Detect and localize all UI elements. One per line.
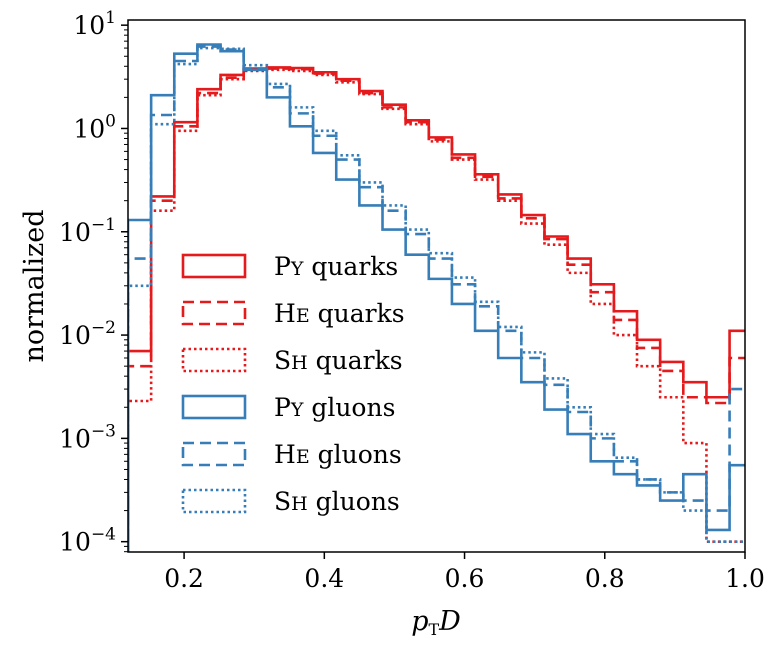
legend-swatch (181, 347, 247, 373)
series-line-5 (128, 45, 745, 552)
legend-swatch (181, 441, 247, 467)
histogram-series (128, 43, 745, 552)
y-tick-label: 10−4 (59, 525, 116, 557)
legend: PY quarks HE quarks SH quarks PY gluons HE g… (181, 252, 405, 516)
plot-frame (127, 19, 746, 553)
legend-label: SH gluons (274, 487, 400, 516)
legend-entry-3: SH quarks (181, 346, 403, 375)
x-tick-label: 0.8 (585, 564, 625, 593)
legend-swatch (181, 253, 247, 279)
legend-entry-4: PY gluons (181, 393, 395, 422)
y-axis-ticks: 101 100 10−1 10−2 10−3 10−4 (59, 8, 128, 557)
y-tick-label: 10−2 (59, 318, 116, 350)
series-line-2 (128, 67, 745, 552)
legend-label: HE quarks (274, 299, 405, 328)
legend-entry-1: PY quarks (181, 252, 398, 281)
x-tick-label: 0.2 (164, 564, 204, 593)
x-tick-label: 1.0 (725, 564, 765, 593)
legend-swatch (181, 394, 247, 420)
y-tick-label: 10−3 (59, 421, 116, 453)
x-axis-label: pTD (411, 606, 461, 639)
x-tick-label: 0.6 (445, 564, 485, 593)
series-line-4 (128, 43, 745, 552)
legend-swatch (181, 488, 247, 514)
series-line-1 (128, 66, 745, 552)
legend-label: PY quarks (274, 252, 398, 281)
y-tick-label: 10−1 (59, 215, 116, 247)
x-axis-ticks: 0.2 0.4 0.6 0.8 1.0 (164, 552, 765, 593)
y-axis-label: normalized (19, 209, 50, 362)
legend-label: PY gluons (274, 393, 395, 422)
series-line-3 (128, 68, 745, 552)
legend-swatch (181, 300, 247, 326)
series-line-6 (128, 46, 745, 552)
legend-label: HE gluons (274, 440, 402, 469)
legend-entry-5: HE gluons (181, 440, 402, 469)
y-tick-label: 100 (73, 111, 116, 143)
y-tick-label: 101 (73, 8, 116, 40)
legend-label: SH quarks (274, 346, 403, 375)
legend-entry-2: HE quarks (181, 299, 405, 328)
x-tick-label: 0.4 (304, 564, 344, 593)
legend-entry-6: SH gluons (181, 487, 400, 516)
